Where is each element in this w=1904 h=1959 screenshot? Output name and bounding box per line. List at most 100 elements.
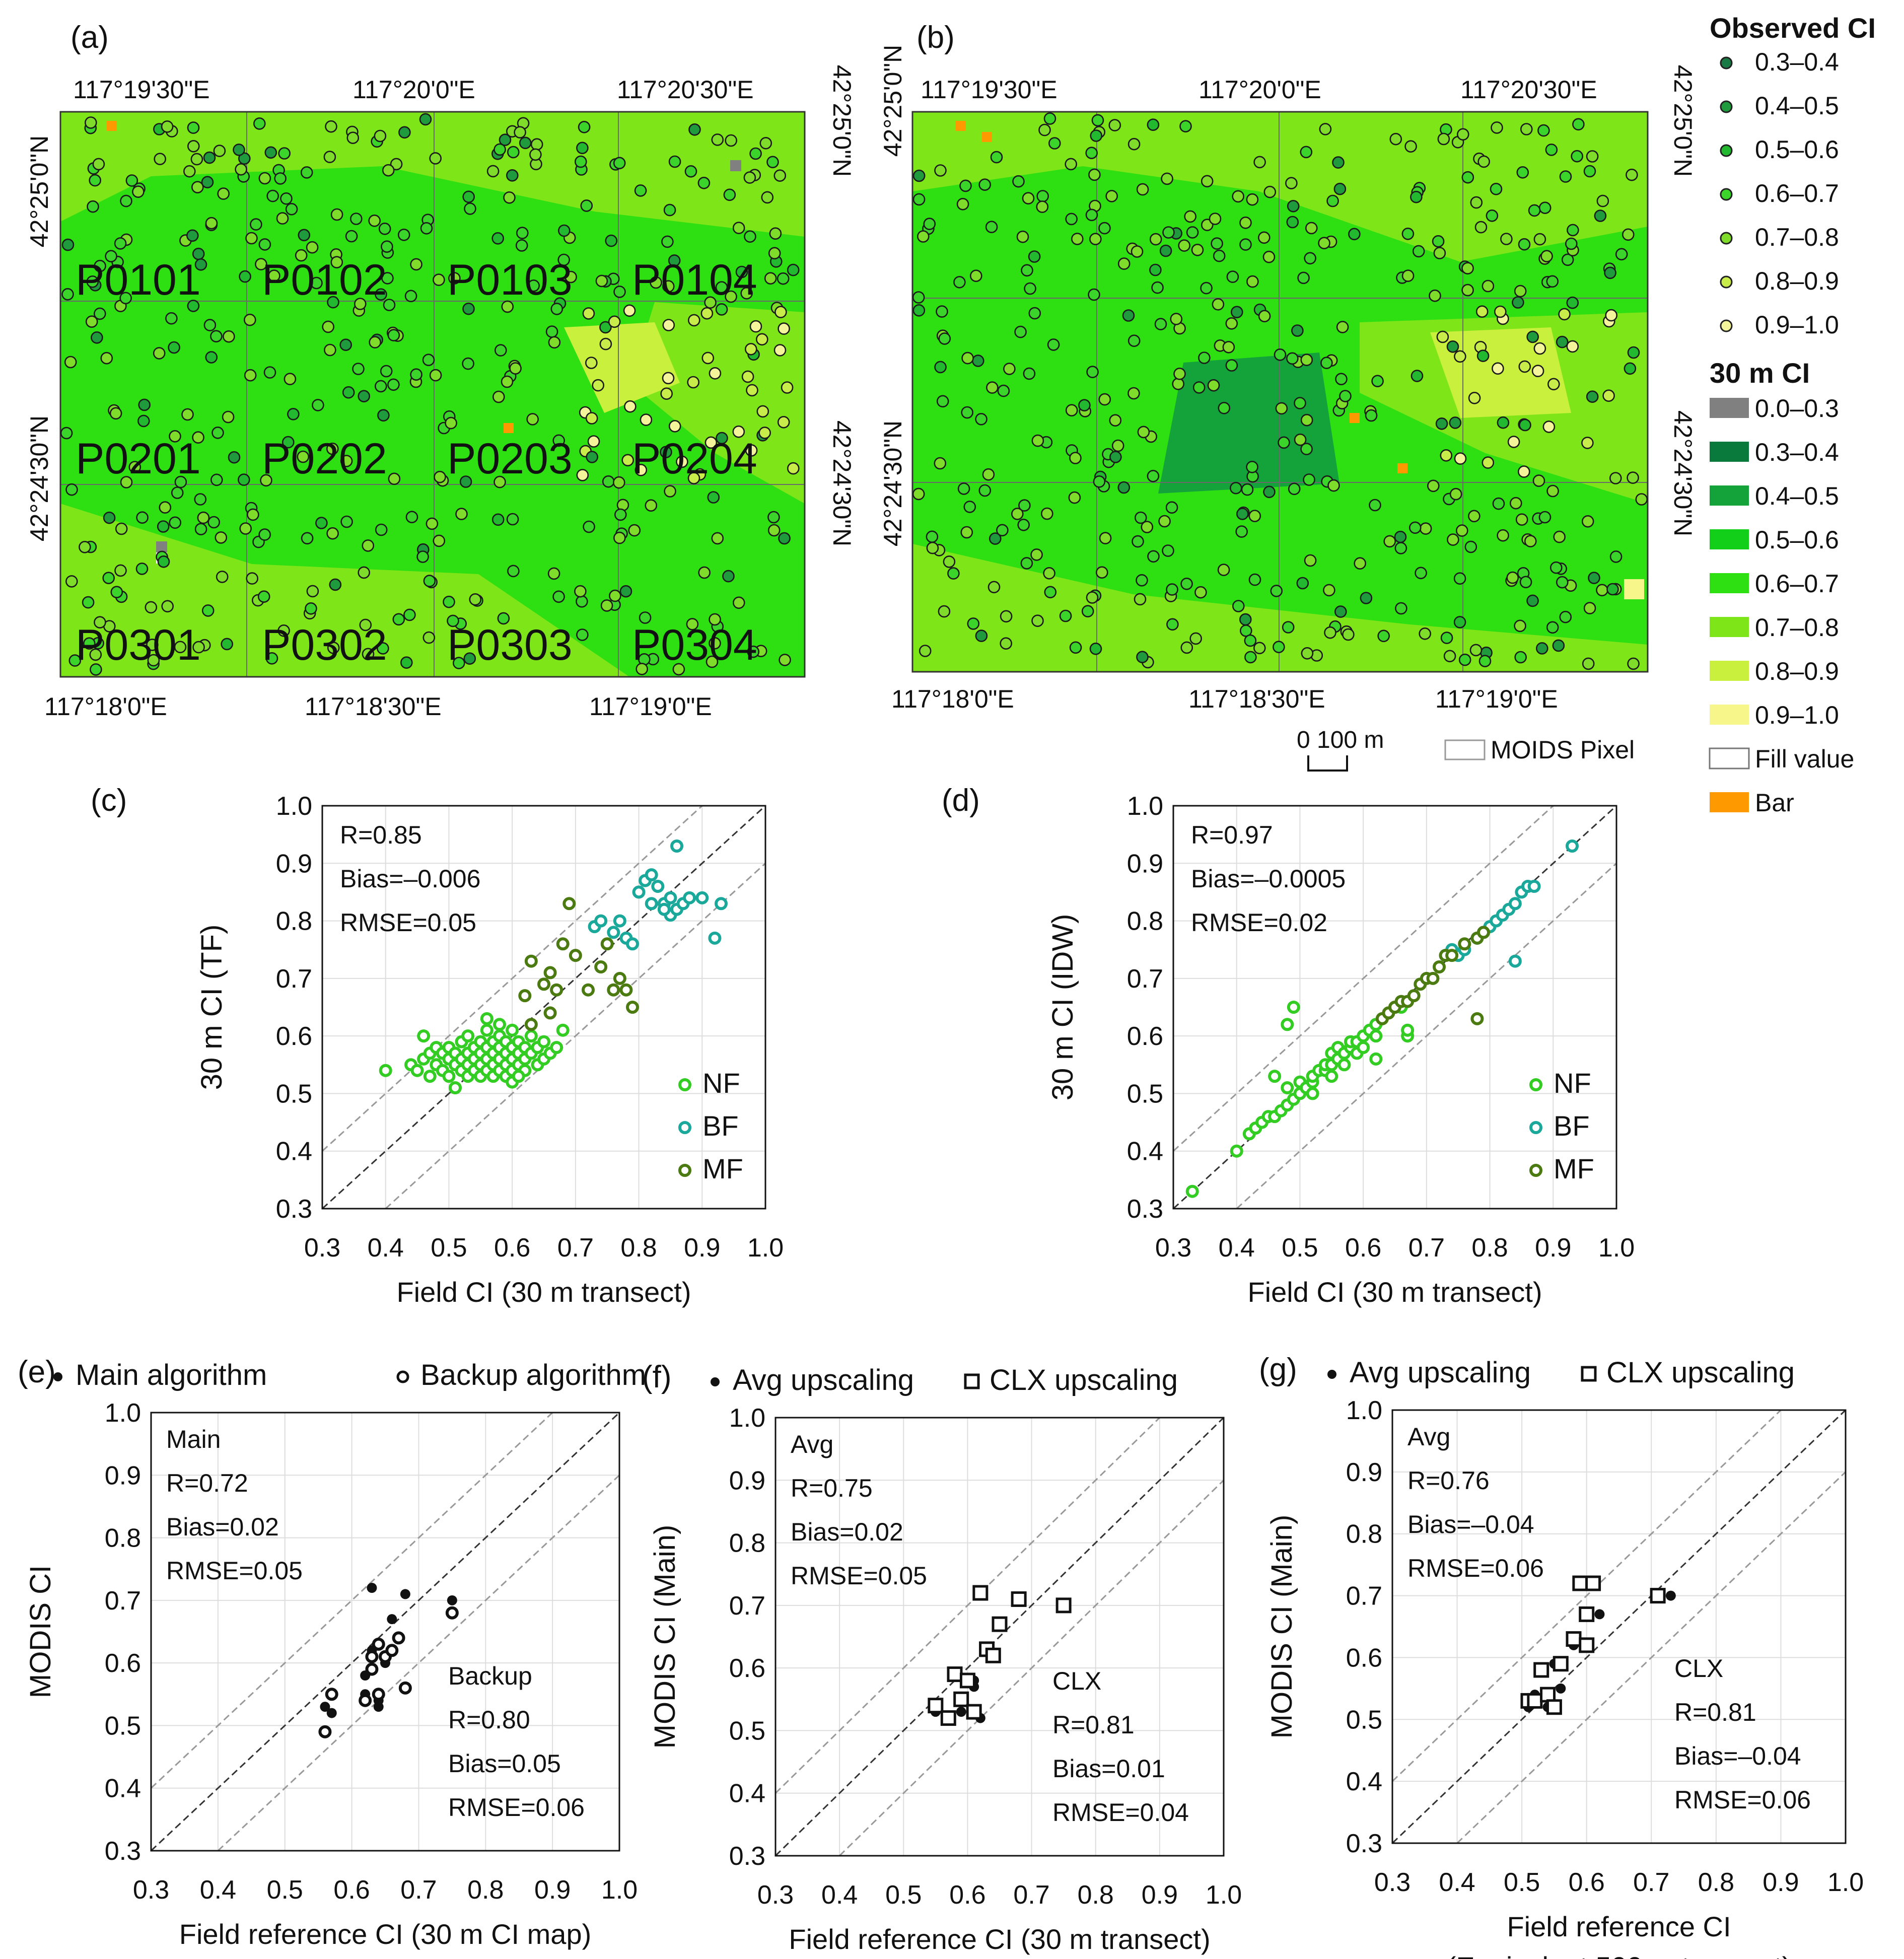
observation-point: [1000, 637, 1012, 650]
legend-raster-label: Bar: [1755, 789, 1794, 817]
observation-point: [1291, 324, 1304, 337]
observation-point: [398, 126, 411, 139]
observation-point: [1354, 557, 1366, 570]
bar-pixel: [1397, 463, 1407, 473]
y-tick-label: 0.9: [105, 1461, 141, 1490]
observation-point: [1246, 460, 1258, 473]
observation-point: [128, 461, 142, 473]
observation-point: [639, 611, 652, 624]
observation-point: [1041, 507, 1053, 520]
observation-point: [967, 617, 980, 630]
observation-point: [660, 387, 673, 400]
observation-point: [943, 555, 956, 568]
observation-point: [722, 570, 735, 583]
observation-point: [103, 511, 116, 524]
observation-point: [1117, 257, 1131, 270]
legend-raster-label: 0.3–0.4: [1755, 438, 1839, 466]
observation-point: [634, 463, 648, 476]
observation-point: [923, 218, 936, 230]
observation-point: [938, 605, 951, 618]
observation-point: [503, 191, 516, 204]
observation-point: [1225, 359, 1238, 372]
observation-point: [565, 270, 577, 284]
plot-label: P0101: [76, 256, 201, 304]
data-point-main-algorithm: [387, 1614, 397, 1625]
legend-marker: [1529, 1121, 1542, 1134]
x-tick-label: 0.4: [1439, 1868, 1475, 1897]
data-point-nf: [1281, 1018, 1294, 1031]
observation-point: [462, 190, 475, 203]
observation-point: [1022, 192, 1035, 205]
observation-point: [1212, 298, 1225, 311]
observation-point: [961, 406, 973, 419]
lon-label-bottom: 117°18'30"E: [1188, 685, 1325, 713]
observation-point: [1491, 121, 1503, 134]
observation-point: [1151, 281, 1164, 294]
legend-label: NF: [702, 1067, 740, 1099]
stat-text-main: Bias=–0.04: [1407, 1510, 1534, 1538]
observation-point: [578, 121, 591, 133]
legend-raster-label: 0.9–1.0: [1755, 701, 1839, 729]
observation-point: [1409, 521, 1422, 534]
observation-point: [975, 629, 988, 642]
observation-point: [1086, 366, 1099, 378]
data-point-main-algorithm: [320, 1702, 330, 1712]
observation-point: [169, 430, 181, 443]
lat-label-left: 42°24'30"N: [879, 421, 907, 546]
observation-point: [330, 256, 343, 269]
observation-point: [138, 398, 151, 411]
scatter-panel-d: 0.3 0.3 0.4 0.4 0.5 0.5 0.6 0.6 0.7 0.7 0.8 0.8 0.9 0…: [942, 783, 1635, 1308]
legend-label: NF: [1554, 1067, 1591, 1099]
observation-point: [201, 604, 215, 617]
data-point-nf: [1337, 1058, 1351, 1072]
observation-point: [1137, 426, 1150, 439]
observation-point: [1122, 309, 1135, 322]
observation-point: [258, 238, 271, 251]
observation-point: [493, 475, 506, 488]
observation-point: [934, 164, 947, 177]
observation-point: [154, 153, 167, 166]
stat-text: R=0.85: [340, 821, 422, 849]
y-tick-label: 0.5: [1346, 1705, 1382, 1734]
observation-point: [1546, 621, 1559, 634]
y-tick-label: 0.8: [729, 1529, 765, 1558]
y-tick-label: 0.7: [1346, 1582, 1382, 1611]
observation-point: [1514, 285, 1527, 298]
observation-point: [186, 229, 199, 242]
observation-point: [494, 344, 507, 357]
observation-point: [747, 645, 760, 658]
observation-point: [191, 181, 204, 194]
observation-point: [996, 524, 1009, 537]
observation-point: [94, 616, 106, 628]
observation-point: [684, 165, 697, 178]
observation-point: [1088, 288, 1100, 301]
observation-point: [1258, 310, 1271, 323]
observation-point: [64, 356, 77, 369]
lon-label-top: 117°20'0"E: [352, 76, 475, 104]
y-tick-label: 0.8: [276, 907, 312, 936]
panel-label-b: (b): [916, 20, 955, 55]
x-tick-label: 0.7: [1013, 1880, 1049, 1910]
observation-point: [1404, 140, 1417, 153]
y-tick-label: 1.0: [105, 1398, 141, 1428]
observation-point: [1468, 391, 1481, 404]
observation-point: [934, 361, 947, 374]
lon-label-bottom: 117°18'30"E: [305, 692, 442, 721]
observation-point: [1433, 247, 1446, 259]
observation-point: [187, 121, 200, 134]
observation-point: [756, 405, 769, 418]
stat-text-main: Bias=0.02: [166, 1513, 279, 1541]
plot-label: P0203: [447, 435, 573, 483]
plot-label: P0301: [76, 621, 201, 669]
observation-point: [419, 113, 432, 126]
observation-point: [1429, 289, 1441, 302]
data-point-mf: [613, 971, 626, 985]
observation-point: [959, 179, 972, 192]
plot-label: P0102: [262, 256, 387, 304]
observation-point: [613, 157, 626, 170]
observation-point: [194, 493, 207, 506]
observation-point: [181, 408, 194, 421]
map-b-frame: [911, 111, 1649, 673]
observation-point: [358, 566, 371, 579]
observation-point: [1246, 193, 1259, 206]
